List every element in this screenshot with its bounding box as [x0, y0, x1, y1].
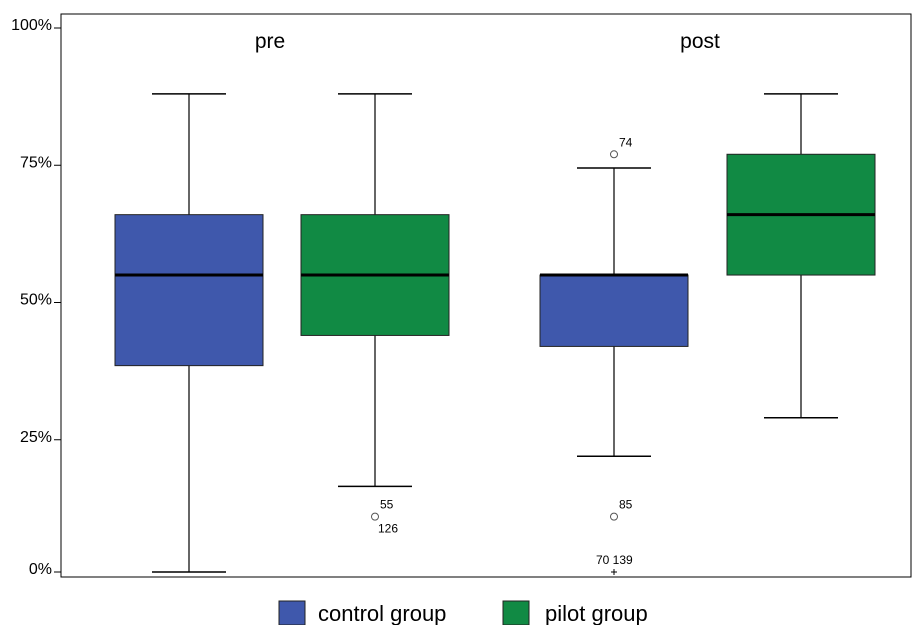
group-label-post: post — [680, 30, 720, 53]
group-label-pre: pre — [255, 30, 285, 53]
group-labels: pre post — [255, 30, 720, 53]
boxes: 55 126 74 85 70 139 — [114, 93, 876, 575]
legend-swatch-pilot-group — [502, 600, 530, 625]
box-pilot-group-pre: 55 126 — [300, 93, 450, 536]
y-tick-label: 100% — [11, 17, 52, 34]
outlier-point — [371, 512, 379, 521]
y-tick-label: 50% — [20, 292, 52, 309]
legend-label-control-group: control group — [318, 601, 446, 625]
outlier-point — [610, 150, 618, 159]
y-tick-label: 0% — [29, 561, 52, 578]
box-control-group-pre — [114, 93, 264, 573]
outlier-label: 55 — [380, 498, 394, 512]
y-tick-label: 75% — [20, 154, 52, 171]
box-iqr — [114, 214, 264, 367]
box-iqr — [539, 274, 689, 347]
legend-swatch-control-group — [278, 600, 306, 625]
outlier-point — [610, 512, 618, 521]
box-pilot-group-post — [726, 93, 876, 419]
y-axis: 0% 25% 50% 75% 100% — [11, 14, 62, 578]
outlier-label: 85 — [619, 498, 633, 512]
outlier-label: 74 — [619, 135, 633, 149]
outlier-label-secondary: 126 — [378, 522, 398, 536]
legend-label-pilot-group: pilot group — [545, 601, 648, 625]
outlier-label: 70 139 — [596, 553, 633, 567]
y-tick-label: 25% — [20, 429, 52, 446]
legend: control group pilot group — [278, 600, 648, 625]
box-control-group-post: 74 85 70 139 — [539, 135, 689, 575]
